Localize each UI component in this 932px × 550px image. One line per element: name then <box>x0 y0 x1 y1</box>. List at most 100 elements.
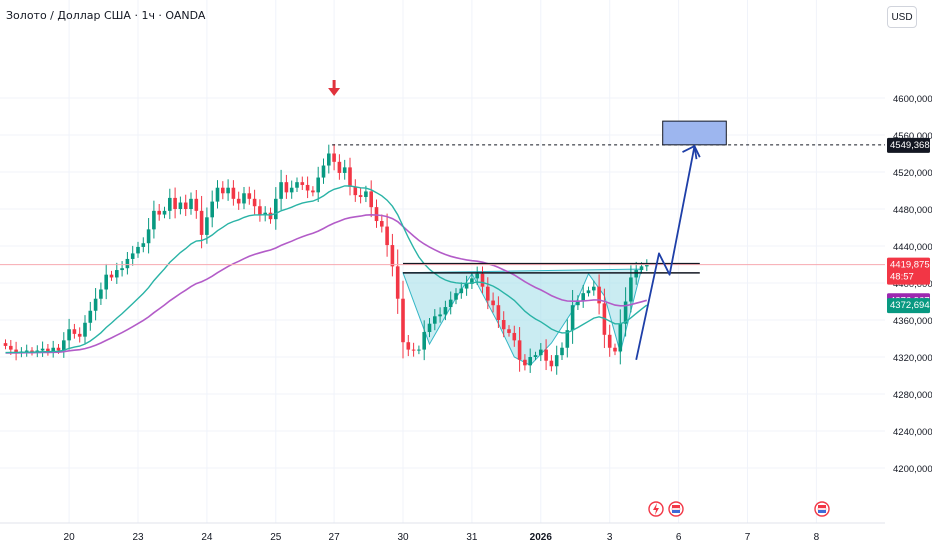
candle-body <box>56 347 61 351</box>
candle-body <box>517 340 522 360</box>
candle-body <box>645 264 649 267</box>
price-tick-label: 4440,000 <box>893 242 932 253</box>
candle-body <box>51 347 55 352</box>
moving-averages <box>5 185 648 354</box>
target-zone <box>662 120 727 146</box>
candle-body <box>268 212 273 220</box>
candle-body <box>274 198 278 220</box>
current-price-badge-text: 4419,875 <box>890 260 930 271</box>
price-tick-label: 4280,000 <box>893 390 932 401</box>
time-tick-label: 30 <box>397 532 409 543</box>
candle-body <box>231 187 236 199</box>
time-tick-label: 20 <box>64 532 76 543</box>
candle-body <box>454 293 458 300</box>
candle-body <box>141 243 146 247</box>
flag-icon-glyph <box>818 510 826 513</box>
candle-body <box>321 165 326 178</box>
candle-body <box>358 195 363 197</box>
candle-body <box>115 270 119 278</box>
candle-body <box>136 246 140 254</box>
candle-body <box>162 210 167 215</box>
candle-body <box>93 298 98 311</box>
candle-body <box>507 329 511 333</box>
candle-body <box>480 273 485 287</box>
flag-icon-glyph <box>817 507 827 511</box>
candle-body <box>67 329 71 341</box>
price-tick-label: 4560,000 <box>893 131 932 142</box>
event-icons[interactable] <box>648 501 830 517</box>
candle-body <box>40 348 45 351</box>
candle-body <box>109 274 114 278</box>
projection-arrowhead <box>682 144 698 160</box>
candle-body <box>199 210 204 235</box>
price-tick-label: 4240,000 <box>893 427 932 438</box>
candle-body <box>459 288 464 294</box>
candle-body <box>560 347 564 356</box>
time-tick-label: 8 <box>814 532 820 543</box>
candle-body <box>30 350 34 353</box>
time-tick-label: 27 <box>329 532 341 543</box>
candle-body <box>348 167 352 187</box>
candle-body <box>72 329 77 334</box>
target-price-badge-bg <box>887 137 930 153</box>
candle-body <box>427 323 432 333</box>
candle-body <box>194 198 199 211</box>
candle-body <box>496 305 501 320</box>
candle-body <box>597 286 601 304</box>
time-tick-label: 25 <box>270 532 282 543</box>
current-price-badge-text: 48:57 <box>890 272 914 283</box>
candle-body <box>401 298 405 343</box>
candle-body <box>586 290 591 294</box>
candle-body <box>62 340 66 351</box>
candle-body <box>475 273 479 279</box>
candle-body <box>443 307 448 315</box>
candle-body <box>300 182 305 185</box>
candle-body <box>618 323 623 352</box>
candle-body <box>77 333 82 337</box>
candle-body <box>327 153 331 166</box>
candle-body <box>486 286 490 301</box>
flash-event-icon-glyph <box>653 503 659 515</box>
ema-fast-line <box>5 185 648 354</box>
candle-body <box>295 182 299 188</box>
candle-body <box>364 191 368 197</box>
candle-body <box>411 349 416 351</box>
candle-body <box>501 320 506 330</box>
candle-body <box>178 202 183 209</box>
current-price-badge-bg <box>887 257 930 285</box>
candle-body <box>210 201 214 218</box>
candle-body <box>613 347 617 352</box>
currency-button[interactable]: USD <box>887 6 917 28</box>
candle-body <box>565 330 570 348</box>
candle-body <box>369 191 373 208</box>
candle-body <box>533 355 538 357</box>
down-arrow-marker <box>332 80 336 88</box>
flag-icon-glyph <box>672 505 680 508</box>
candle-body <box>491 300 495 306</box>
candle-body <box>395 266 400 299</box>
time-axis[interactable]: 20 23 24 25 27 30 31 2026 3 6 7 8 <box>0 522 885 543</box>
candle-body <box>544 349 548 361</box>
candle-body <box>448 299 453 308</box>
candle-body <box>9 345 13 350</box>
price-tick-label: 4600,000 <box>893 94 932 105</box>
candle-body <box>512 332 517 341</box>
candle-body <box>374 207 379 222</box>
time-tick-label: 24 <box>201 532 213 543</box>
candle-body <box>607 334 612 348</box>
candle-body <box>433 316 437 324</box>
candle-body <box>634 270 638 278</box>
drawing-overlays <box>0 80 885 360</box>
candle-body <box>205 217 209 235</box>
symbol-title[interactable]: Золото / Доллар США · 1ч · OANDA <box>6 9 206 22</box>
candle-body <box>523 359 527 366</box>
price-tick-label: 4520,000 <box>893 168 932 179</box>
candle-body <box>183 202 188 209</box>
candle-body <box>337 161 342 173</box>
candle-body <box>252 198 257 207</box>
time-tick-label: 2026 <box>530 532 553 543</box>
candle-body <box>342 167 347 173</box>
price-tick-label: 4480,000 <box>893 205 932 216</box>
